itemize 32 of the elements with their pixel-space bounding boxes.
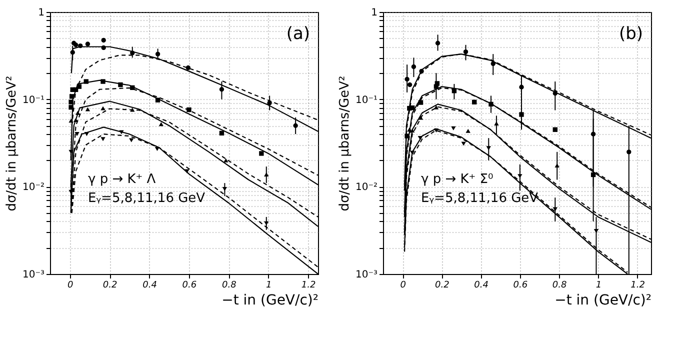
x-tick-label: 0 [67, 280, 74, 290]
y-tick-label: 10⁻² [355, 182, 378, 194]
x-tick-label: 0.8 [222, 280, 237, 290]
x-tick-label: 0 [400, 280, 406, 290]
x-axis-title: −t in (GeV/c)² [222, 292, 318, 308]
x-tick-label: 1.2 [301, 280, 316, 290]
y-tick-label: 1 [371, 8, 378, 18]
y-tick-label: 10⁻¹ [22, 94, 44, 106]
y-tick-label: 10⁻² [22, 182, 44, 194]
annotation: (b) [618, 24, 643, 44]
annotation: γ p → K⁺ Λ [88, 172, 156, 187]
y-tick-label: 10⁻¹ [355, 94, 378, 106]
x-tick-label: 0.6 [182, 280, 197, 290]
y-axis-title: dσ/dt in μbarns/GeV² [4, 76, 20, 212]
x-tick-label: 0.6 [513, 280, 528, 290]
y-tick-label: 10⁻³ [355, 270, 378, 280]
annotation: Eᵧ=5,8,11,16 GeV [421, 191, 538, 206]
x-tick-label: 0.4 [142, 280, 158, 290]
annotation: Eᵧ=5,8,11,16 GeV [88, 191, 206, 206]
x-tick-label: 0.4 [474, 280, 489, 290]
annotation: γ p → K⁺ Σ⁰ [421, 172, 494, 187]
y-tick-label: 10⁻³ [22, 270, 44, 280]
x-tick-label: 0.8 [552, 280, 567, 290]
x-tick-label: 1 [266, 280, 272, 290]
x-tick-label: 0.2 [102, 280, 118, 290]
x-tick-label: 1 [596, 280, 602, 290]
x-tick-label: 0.2 [435, 280, 450, 290]
x-axis-title: −t in (GeV/c)² [554, 292, 652, 308]
y-tick-label: 1 [38, 8, 44, 18]
annotation: (a) [286, 24, 310, 44]
y-axis-title: dσ/dt in μbarns/GeV² [337, 76, 352, 212]
x-tick-label: 1.2 [630, 280, 646, 290]
